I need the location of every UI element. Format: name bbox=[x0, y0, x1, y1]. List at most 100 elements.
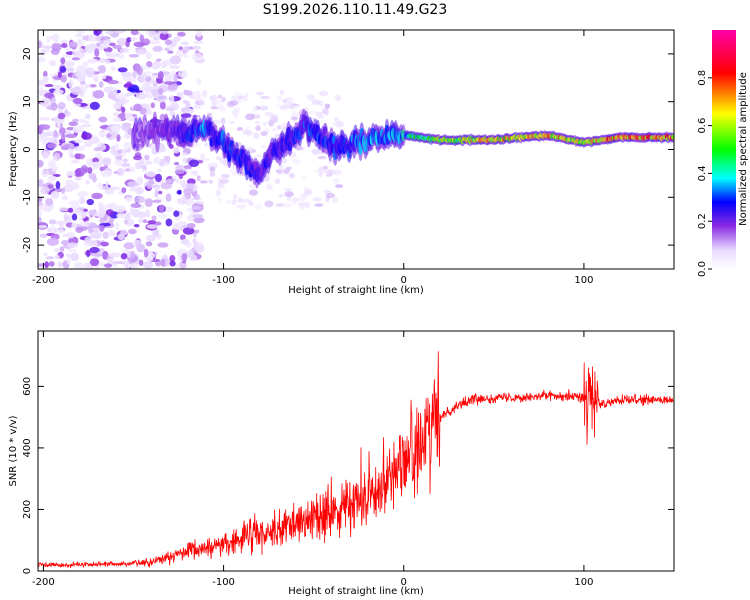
heatmap-cell bbox=[38, 124, 51, 130]
heatmap-cell bbox=[97, 131, 105, 137]
heatmap-cell bbox=[121, 187, 127, 194]
heatmap-cell bbox=[155, 221, 162, 226]
heatmap-cell bbox=[208, 162, 215, 168]
heatmap-cell bbox=[38, 179, 44, 188]
page-title: S199.2026.110.11.49.G23 bbox=[262, 2, 448, 18]
heatmap-cell bbox=[99, 36, 111, 40]
heatmap-cell bbox=[120, 71, 133, 78]
heatmap-cell bbox=[54, 247, 60, 253]
heatmap-cell bbox=[104, 263, 113, 268]
heatmap-cell bbox=[120, 229, 128, 236]
heatmap-cell bbox=[153, 156, 161, 164]
colorbar-tick-label: 0.6 bbox=[697, 118, 708, 134]
heatmap-cell bbox=[38, 196, 43, 203]
heatmap-cell bbox=[74, 176, 82, 181]
heatmap-cell bbox=[121, 162, 131, 168]
heatmap-cell bbox=[217, 196, 222, 202]
heatmap-cell bbox=[39, 233, 48, 238]
heatmap-cell bbox=[74, 139, 83, 144]
heatmap-cell bbox=[60, 239, 70, 245]
heatmap-cell bbox=[45, 256, 54, 260]
heatmap-cell bbox=[217, 106, 227, 112]
heatmap-cell bbox=[38, 210, 43, 218]
heatmap-cell bbox=[112, 44, 122, 50]
heatmap-cell bbox=[248, 189, 258, 196]
heatmap-cell bbox=[271, 128, 278, 132]
heatmap-cell bbox=[100, 263, 106, 267]
heatmap-cell bbox=[140, 73, 148, 80]
heatmap-cell bbox=[225, 199, 231, 204]
heatmap-cell bbox=[72, 182, 80, 190]
heatmap-cell bbox=[331, 121, 338, 127]
heatmap-cell bbox=[40, 49, 46, 56]
heatmap-cell bbox=[95, 35, 102, 42]
heatmap-cell bbox=[188, 159, 200, 167]
heatmap-cell bbox=[184, 108, 195, 113]
heatmap-cell bbox=[196, 175, 201, 182]
heatmap-cell bbox=[169, 254, 176, 263]
heatmap-cell bbox=[317, 155, 327, 160]
heatmap-cell bbox=[53, 89, 64, 95]
heatmap-cell bbox=[84, 44, 95, 54]
heatmap-cell bbox=[252, 106, 258, 112]
heatmap-cell bbox=[38, 40, 42, 49]
heatmap-cell bbox=[87, 58, 99, 64]
heatmap-cell bbox=[194, 142, 202, 147]
heatmap-cell bbox=[186, 183, 195, 191]
heatmap-cell bbox=[47, 184, 54, 189]
heatmap-cell bbox=[145, 170, 157, 178]
heatmap-cell bbox=[114, 101, 122, 110]
heatmap-cell bbox=[254, 121, 261, 125]
top-y-axis-label: Frequency (Hz) bbox=[8, 111, 19, 187]
heatmap-cell bbox=[64, 108, 69, 116]
heatmap-cell bbox=[56, 220, 66, 226]
heatmap-cell bbox=[121, 148, 127, 157]
heatmap-cell bbox=[57, 112, 66, 120]
heatmap-cell bbox=[99, 217, 106, 224]
heatmap-cell bbox=[157, 242, 169, 248]
heatmap-cell bbox=[122, 158, 128, 163]
heatmap-cell bbox=[164, 47, 170, 52]
heatmap-cell bbox=[174, 169, 185, 175]
heatmap-cell bbox=[318, 172, 323, 178]
heatmap-cell bbox=[118, 52, 125, 60]
heatmap-cell bbox=[189, 248, 194, 257]
heatmap-cell bbox=[46, 36, 51, 43]
heatmap-cell bbox=[134, 186, 144, 195]
heatmap-cell bbox=[193, 241, 198, 249]
heatmap-cell bbox=[158, 190, 163, 195]
heatmap-cell bbox=[67, 248, 77, 253]
top-x-axis-label: Height of straight line (km) bbox=[288, 285, 424, 296]
heatmap-cell bbox=[152, 45, 163, 53]
heatmap-cell bbox=[212, 99, 218, 105]
heatmap-cell bbox=[144, 85, 153, 92]
heatmap-cell bbox=[220, 117, 226, 125]
heatmap-cell bbox=[108, 252, 121, 258]
heatmap-cell bbox=[65, 133, 78, 139]
heatmap-cell bbox=[217, 94, 222, 99]
heatmap-cell bbox=[54, 254, 60, 260]
heatmap-cell bbox=[144, 198, 153, 207]
heatmap-cell bbox=[89, 101, 100, 110]
heatmap-cell bbox=[167, 50, 174, 54]
heatmap-cell bbox=[186, 207, 194, 212]
heatmap-cell bbox=[164, 39, 172, 46]
heatmap-cell bbox=[98, 64, 107, 74]
heatmap-cell bbox=[277, 95, 283, 102]
bottom-x-tick-label: -100 bbox=[212, 577, 235, 588]
top-x-tick-label: 100 bbox=[574, 275, 593, 286]
heatmap-cell bbox=[215, 189, 222, 196]
heatmap-cell bbox=[90, 240, 98, 249]
heatmap-cell bbox=[44, 84, 54, 88]
heatmap-cell bbox=[233, 194, 238, 200]
heatmap-cell bbox=[231, 109, 240, 116]
heatmap-cell bbox=[38, 116, 50, 121]
heatmap-cell bbox=[106, 79, 119, 85]
heatmap-cell bbox=[185, 100, 191, 109]
heatmap-cell bbox=[233, 92, 242, 97]
heatmap-cell bbox=[75, 226, 84, 233]
heatmap-cell bbox=[192, 90, 202, 100]
heatmap-cell bbox=[314, 203, 324, 207]
heatmap-cell bbox=[213, 119, 221, 125]
